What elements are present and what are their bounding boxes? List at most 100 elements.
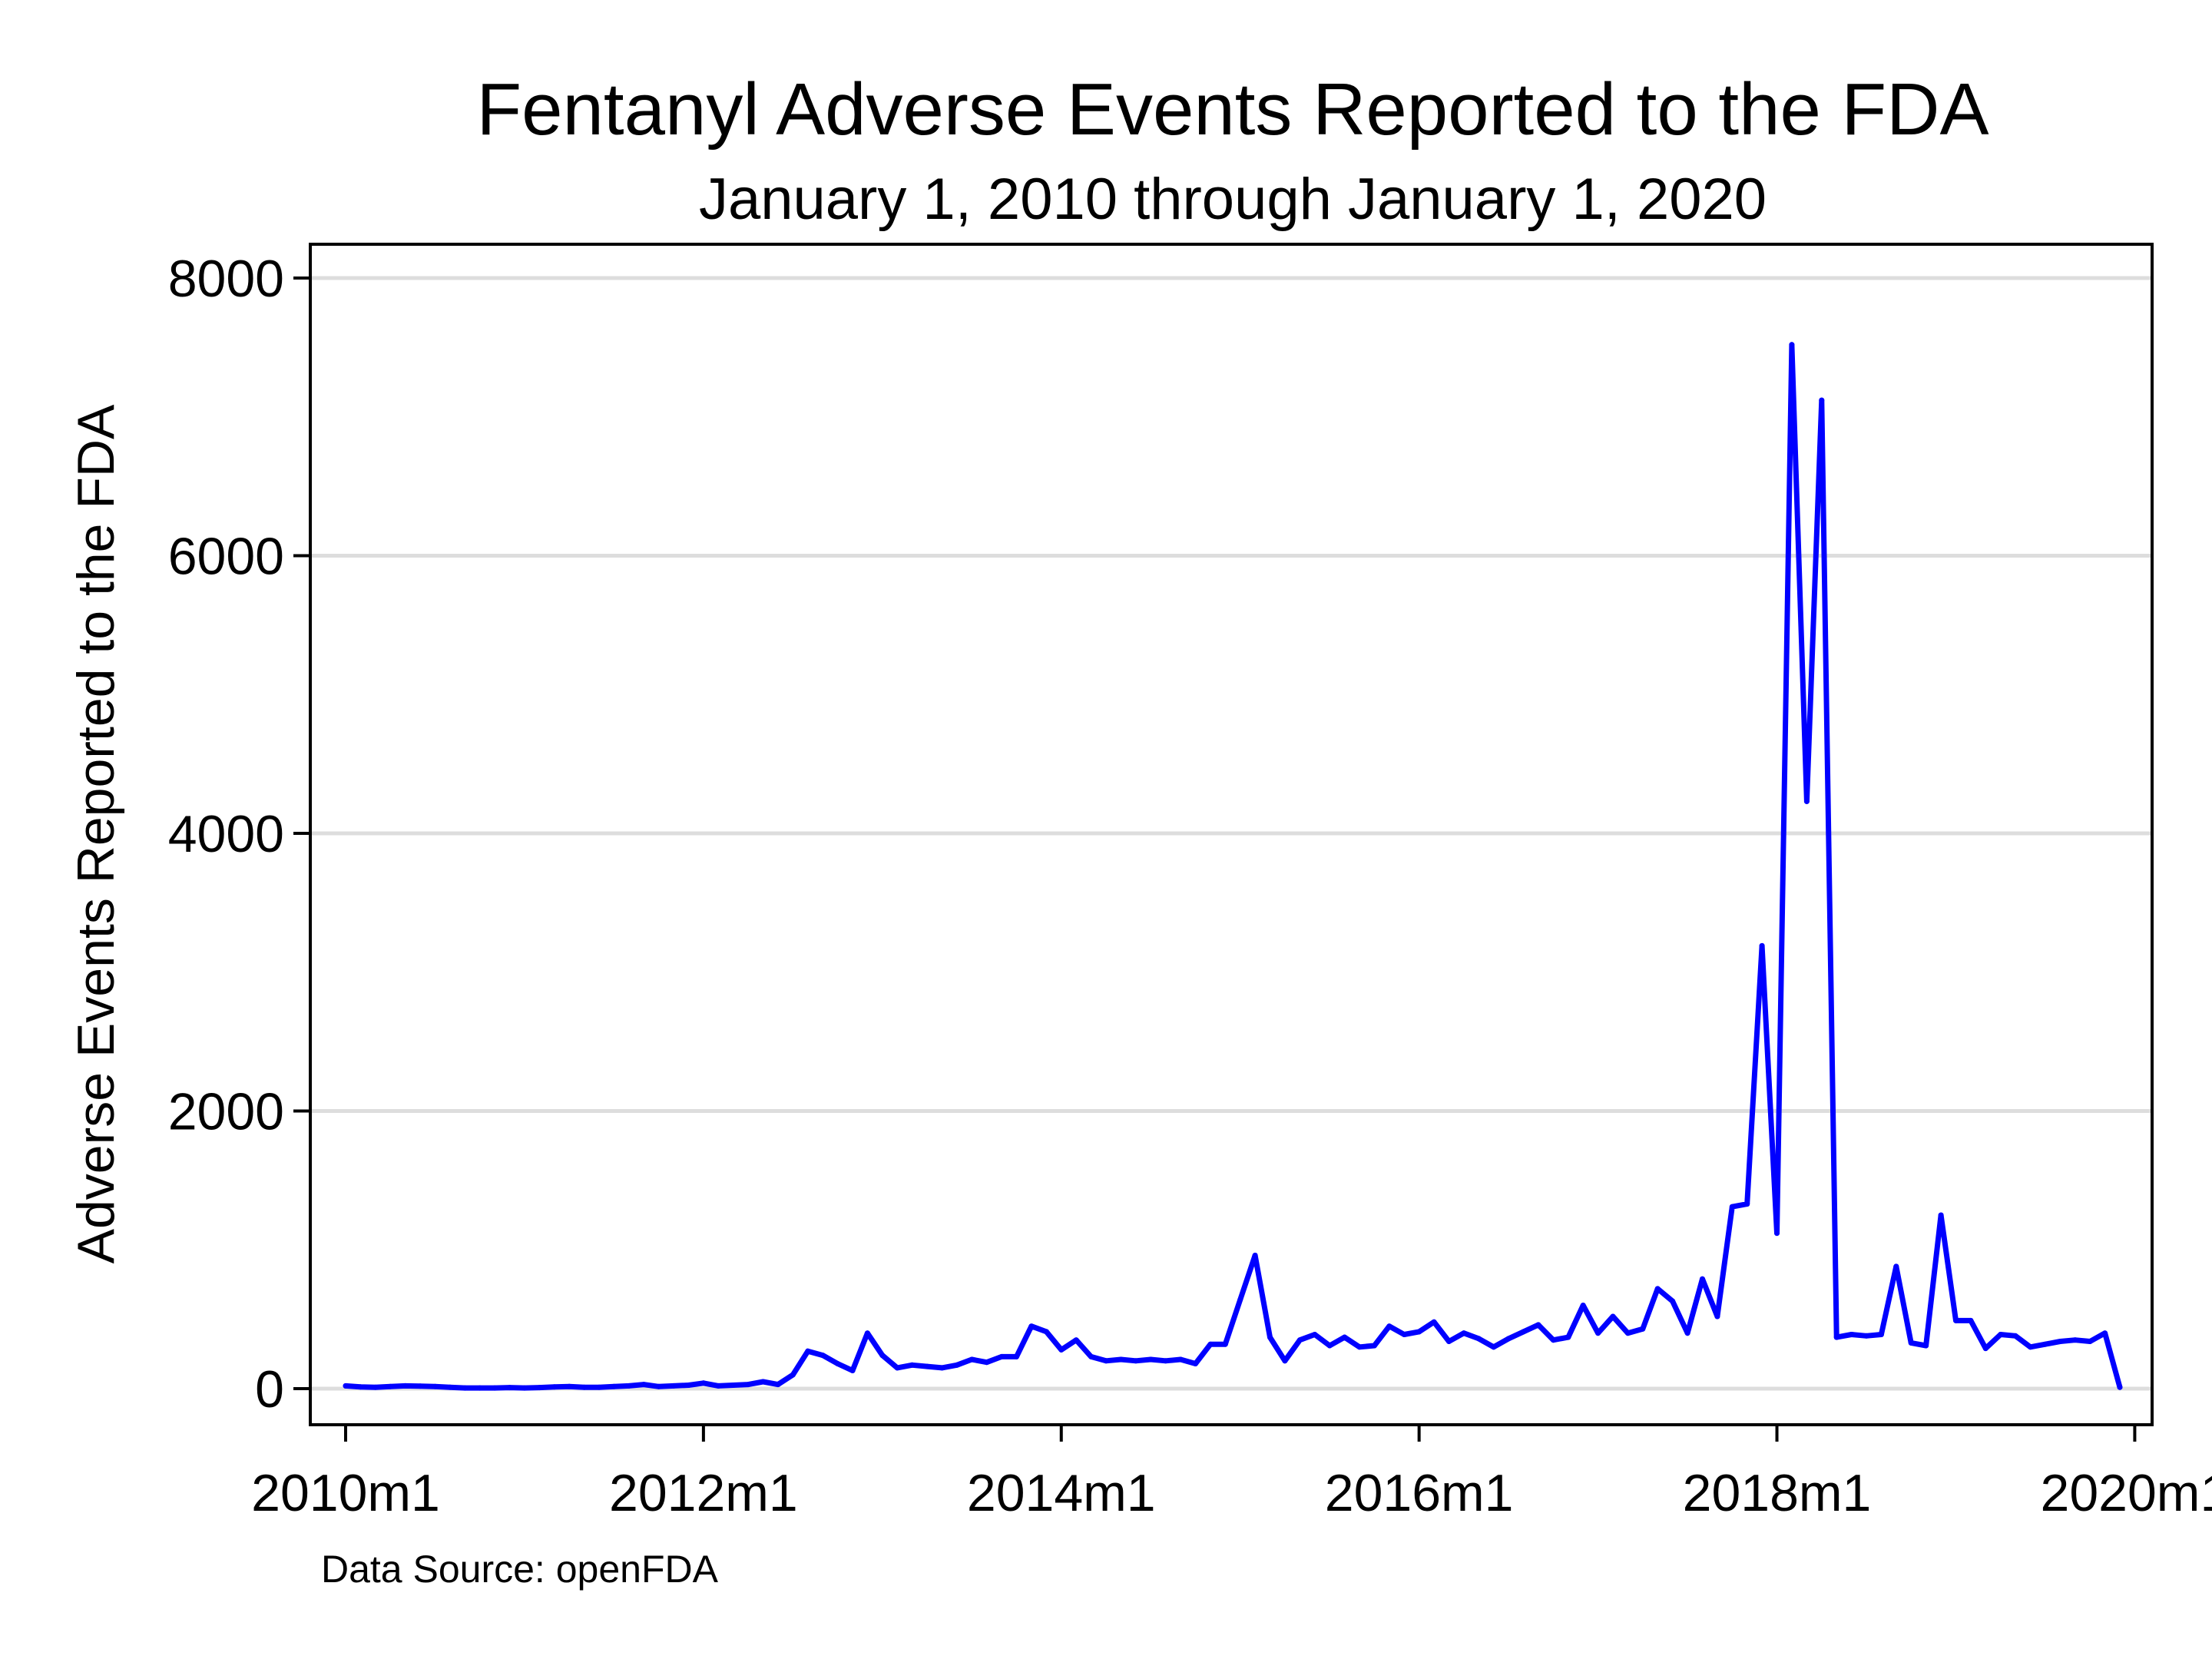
data-point-82 — [1565, 1334, 1571, 1340]
data-point-100 — [1833, 1334, 1839, 1340]
data-point-39 — [924, 1363, 930, 1369]
data-point-63 — [1282, 1358, 1288, 1364]
gridlines — [310, 276, 2152, 1391]
data-point-102 — [1863, 1333, 1869, 1339]
y-tick-label-8000: 8000 — [168, 250, 284, 308]
data-point-118 — [2102, 1330, 2108, 1336]
data-point-89 — [1670, 1298, 1676, 1304]
data-point-43 — [984, 1359, 990, 1366]
data-point-81 — [1550, 1337, 1556, 1343]
data-source-note: Data Source: openFDA — [321, 1548, 719, 1591]
data-point-37 — [894, 1365, 900, 1371]
data-point-69 — [1371, 1343, 1377, 1349]
y-tick-label-0: 0 — [255, 1360, 284, 1419]
data-point-25 — [715, 1382, 721, 1389]
data-point-59 — [1222, 1341, 1228, 1347]
data-point-70 — [1386, 1323, 1392, 1330]
data-point-104 — [1893, 1263, 1899, 1270]
x-tick-label-2014m1: 2014m1 — [967, 1464, 1156, 1522]
data-point-93 — [1729, 1204, 1735, 1210]
data-point-49 — [1073, 1337, 1079, 1343]
data-point-77 — [1491, 1344, 1497, 1350]
data-point-97 — [1789, 342, 1795, 348]
data-point-50 — [1088, 1353, 1094, 1359]
data-point-60 — [1237, 1296, 1243, 1303]
data-point-112 — [2012, 1333, 2018, 1339]
data-point-9 — [477, 1385, 483, 1391]
data-point-109 — [1968, 1317, 1974, 1323]
data-point-61 — [1252, 1253, 1258, 1258]
data-point-34 — [849, 1368, 856, 1373]
data-point-91 — [1700, 1276, 1705, 1282]
data-point-58 — [1207, 1341, 1214, 1347]
data-point-83 — [1580, 1303, 1586, 1308]
data-point-0 — [343, 1382, 349, 1389]
data-point-3 — [387, 1383, 393, 1389]
data-point-68 — [1356, 1344, 1363, 1350]
chart-subtitle: January 1, 2010 through January 1, 2020 — [699, 167, 1767, 232]
data-point-33 — [835, 1361, 841, 1366]
data-point-78 — [1505, 1336, 1512, 1342]
data-point-105 — [1908, 1339, 1914, 1346]
x-tick-label-2010m1: 2010m1 — [251, 1464, 440, 1522]
data-point-18 — [611, 1383, 617, 1389]
x-tick-label-2012m1: 2012m1 — [609, 1464, 798, 1522]
data-point-75 — [1461, 1330, 1467, 1336]
data-point-99 — [1819, 397, 1825, 403]
data-point-96 — [1774, 1230, 1780, 1237]
x-tick-label-2016m1: 2016m1 — [1325, 1464, 1514, 1522]
data-point-22 — [671, 1382, 677, 1389]
data-point-2 — [373, 1384, 379, 1390]
data-point-119 — [2117, 1384, 2123, 1390]
data-point-27 — [745, 1382, 751, 1388]
data-point-26 — [730, 1382, 737, 1388]
data-point-11 — [507, 1385, 512, 1391]
data-point-73 — [1431, 1319, 1437, 1325]
data-point-30 — [790, 1372, 796, 1378]
data-point-38 — [909, 1362, 916, 1368]
data-point-44 — [998, 1353, 1005, 1359]
data-point-64 — [1296, 1337, 1303, 1343]
data-point-114 — [2042, 1341, 2048, 1347]
data-point-103 — [1878, 1332, 1884, 1337]
data-point-1 — [357, 1384, 363, 1390]
data-point-13 — [536, 1385, 542, 1391]
data-point-94 — [1744, 1201, 1750, 1207]
data-point-40 — [939, 1365, 945, 1371]
data-points — [343, 342, 2123, 1391]
data-point-66 — [1326, 1343, 1333, 1349]
data-point-116 — [2072, 1337, 2078, 1343]
data-point-41 — [954, 1362, 960, 1368]
data-point-51 — [1103, 1358, 1109, 1364]
data-point-8 — [462, 1385, 468, 1391]
data-point-90 — [1684, 1330, 1690, 1336]
data-point-35 — [864, 1330, 870, 1336]
x-tick-label-2020m1: 2020m1 — [2041, 1464, 2212, 1522]
x-axis: 2010m1 2012m1 2014m1 2016m1 2018m1 2020m1 — [251, 1425, 2212, 1522]
data-point-32 — [820, 1353, 826, 1359]
data-point-88 — [1654, 1286, 1661, 1292]
data-point-36 — [879, 1353, 886, 1359]
data-point-76 — [1475, 1336, 1482, 1342]
data-point-85 — [1610, 1313, 1616, 1320]
data-point-92 — [1714, 1313, 1720, 1320]
data-point-55 — [1163, 1358, 1169, 1364]
data-point-71 — [1401, 1332, 1407, 1337]
data-point-56 — [1177, 1356, 1184, 1363]
data-point-84 — [1595, 1330, 1601, 1336]
data-point-106 — [1923, 1343, 1929, 1349]
data-point-108 — [1953, 1317, 1959, 1323]
data-point-46 — [1028, 1323, 1035, 1330]
data-point-111 — [1998, 1332, 2004, 1337]
data-point-87 — [1640, 1326, 1646, 1332]
data-point-17 — [596, 1384, 602, 1390]
data-point-48 — [1058, 1346, 1065, 1353]
data-point-12 — [522, 1385, 528, 1391]
data-point-21 — [656, 1383, 662, 1389]
data-point-57 — [1193, 1361, 1198, 1366]
data-point-62 — [1267, 1334, 1273, 1340]
data-point-45 — [1014, 1353, 1019, 1359]
data-point-20 — [641, 1382, 647, 1388]
data-point-47 — [1043, 1329, 1049, 1335]
